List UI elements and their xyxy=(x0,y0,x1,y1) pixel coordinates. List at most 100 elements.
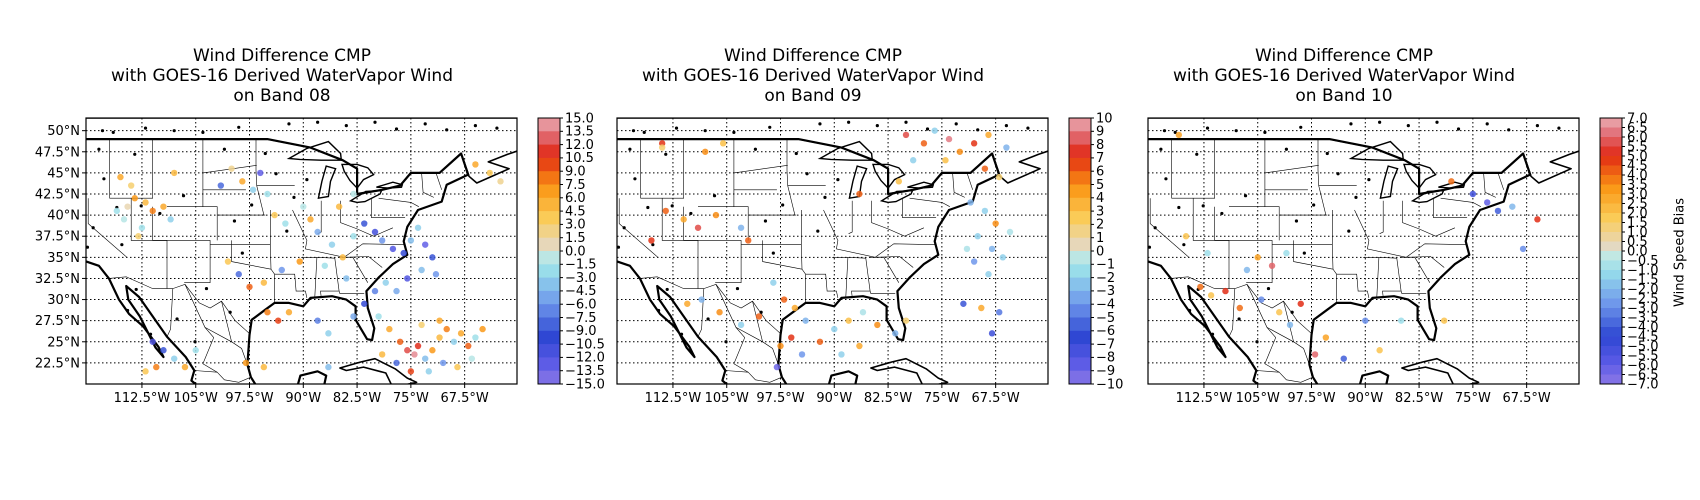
colorbar-3-segment-2 xyxy=(1600,137,1622,147)
data-point-1-95 xyxy=(257,169,264,177)
data-point-1-39 xyxy=(382,279,389,286)
data-point-1-61 xyxy=(414,342,422,350)
lake-dot-1-22 xyxy=(181,194,186,198)
colorbar-3-tick-label-10: 2.0 xyxy=(1627,206,1648,221)
data-point-1-18 xyxy=(271,211,278,219)
data-point-1-93 xyxy=(350,190,357,198)
lake-dot-3-2 xyxy=(1205,126,1210,130)
lat-tick-label-1-9: 27.5°N xyxy=(35,314,80,329)
lake-dot-2-15 xyxy=(628,147,632,151)
data-point-3-20 xyxy=(1469,190,1477,198)
data-point-3-11 xyxy=(1286,321,1294,329)
border-3-9 xyxy=(1293,240,1334,270)
data-point-1-3 xyxy=(142,199,149,206)
lake-dot-3-29 xyxy=(1354,195,1358,199)
lon-tick-label-2-4: 82.5°W xyxy=(864,391,912,406)
data-point-1-12 xyxy=(171,169,178,177)
lake-3-0 xyxy=(1348,140,1405,161)
colorbar-2-segment-14 xyxy=(1069,304,1091,318)
lon-tick-label-1-2: 97.5°W xyxy=(225,391,273,406)
colorbar-2-tick-label-7: 3 xyxy=(1096,204,1104,219)
colorbar-1-tick-label-2: 12.0 xyxy=(565,138,594,153)
data-point-2-20 xyxy=(981,165,989,172)
data-point-3-26 xyxy=(1448,178,1455,185)
data-point-1-79 xyxy=(418,321,425,329)
lon-tick-label-2-5: 75°W xyxy=(924,391,960,406)
colorbar-1-segment-0 xyxy=(538,118,560,132)
colorbar-2-segment-16 xyxy=(1069,330,1091,345)
lon-tick-label-3-4: 82.5°W xyxy=(1395,391,1443,406)
border-3-11 xyxy=(1317,139,1327,216)
colorbar-1-segment-3 xyxy=(538,157,560,172)
data-point-3-27 xyxy=(1175,131,1183,139)
data-point-1-26 xyxy=(361,220,368,227)
data-point-2-26 xyxy=(974,233,981,240)
colorbar-3-tick-label-19: −2.5 xyxy=(1627,292,1659,307)
border-3-2 xyxy=(1192,198,1230,289)
colorbar-2-tick-label-20: −10 xyxy=(1096,377,1123,392)
data-point-1-25 xyxy=(350,233,357,240)
data-point-1-92 xyxy=(472,161,479,168)
lon-tick-label-3-0: 112.5°W xyxy=(1176,391,1233,406)
lake-dot-2-5 xyxy=(768,125,772,129)
data-point-1-33 xyxy=(422,241,429,248)
data-point-3-25 xyxy=(1519,245,1527,253)
data-point-1-41 xyxy=(343,275,350,282)
lat-tick-label-1-11: 22.5°N xyxy=(35,356,80,371)
data-point-1-21 xyxy=(307,216,314,223)
colorbar-1-tick-label-10: 0.0 xyxy=(565,244,586,259)
data-point-1-52 xyxy=(314,317,321,324)
lake-dot-1-31 xyxy=(285,229,289,233)
lake-dot-3-1 xyxy=(1173,130,1177,134)
colorbar-1-tick-label-13: −4.5 xyxy=(565,284,597,299)
panel-3-title: Wind Difference CMP with GOES-16 Derived… xyxy=(1114,46,1574,106)
data-point-2-41 xyxy=(777,342,784,350)
data-point-3-13 xyxy=(1311,351,1319,358)
data-point-1-31 xyxy=(407,237,415,244)
colorbar-3-segment-13 xyxy=(1600,241,1622,252)
data-point-1-44 xyxy=(278,266,285,274)
data-point-1-0 xyxy=(117,173,124,181)
colorbar-2-tick-label-11: −1 xyxy=(1096,258,1115,273)
colorbar-1-segment-19 xyxy=(538,370,560,385)
colorbar-1-tick-label-3: 10.5 xyxy=(565,151,594,166)
data-point-1-66 xyxy=(450,338,458,345)
data-point-1-69 xyxy=(472,334,479,341)
data-point-2-38 xyxy=(791,304,799,312)
lake-dot-3-31 xyxy=(1347,229,1351,233)
colorbar-1-tick-label-4: 9.0 xyxy=(565,165,586,180)
lat-tick-label-1-7: 32.5°N xyxy=(35,272,80,287)
colorbar-1-segment-10 xyxy=(538,251,560,265)
lon-tick-label-1-5: 75°W xyxy=(393,391,429,406)
colorbar-3-tick-label-27: −6.5 xyxy=(1627,368,1659,383)
data-point-1-43 xyxy=(296,258,303,265)
lake-dot-1-40 xyxy=(86,245,90,249)
colorbar-2-tick-label-14: −4 xyxy=(1096,298,1115,313)
colorbar-3-segment-24 xyxy=(1600,346,1622,356)
border-3-18 xyxy=(1400,291,1427,294)
lat-tick-label-1-4: 40°N xyxy=(47,209,80,224)
data-point-1-37 xyxy=(404,275,411,282)
colorbar-3-tick-label-23: −4.5 xyxy=(1627,330,1659,345)
lake-dot-2-20 xyxy=(689,211,693,216)
lake-dot-3-35 xyxy=(1187,308,1192,313)
border-3-4 xyxy=(1229,206,1280,241)
data-point-1-20 xyxy=(300,203,307,210)
data-point-2-10 xyxy=(902,131,910,139)
lake-dot-3-27 xyxy=(1325,151,1329,156)
border-2-14 xyxy=(805,273,839,298)
panel-3-title-line-3: on Band 10 xyxy=(1295,86,1393,106)
colorbar-2-segment-18 xyxy=(1069,357,1091,372)
lake-dot-3-14 xyxy=(1557,126,1561,130)
border-1-2 xyxy=(130,198,168,289)
data-point-3-9 xyxy=(1276,309,1283,316)
border-1-18 xyxy=(338,291,365,294)
data-point-2-37 xyxy=(780,296,788,303)
data-point-1-36 xyxy=(418,266,425,274)
data-point-2-3 xyxy=(662,207,669,215)
colorbar-3-segment-21 xyxy=(1600,317,1622,328)
lon-tick-label-1-1: 105°W xyxy=(174,391,218,406)
data-point-2-56 xyxy=(684,300,691,307)
colorbar-2-tick-label-12: −2 xyxy=(1096,271,1115,286)
